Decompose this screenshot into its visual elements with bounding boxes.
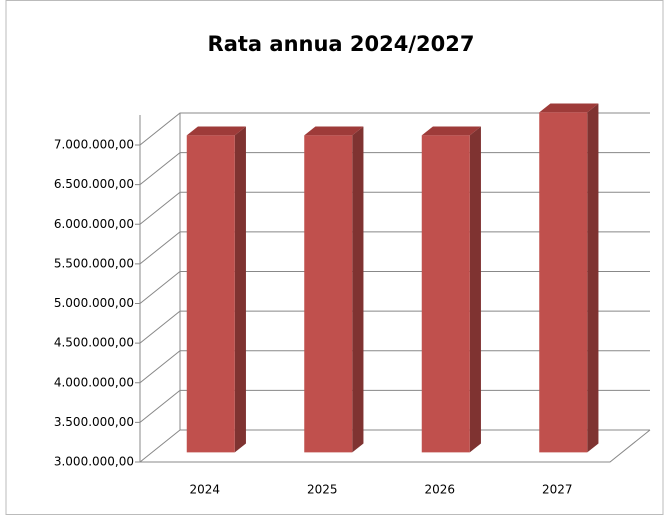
x-tick-label: 2026 [424, 483, 455, 497]
bar-side [234, 126, 246, 453]
y-tick-label: 6.500.000,00 [54, 177, 134, 191]
bar-top [539, 103, 599, 113]
bar-side [469, 126, 481, 453]
grid-line [135, 310, 650, 344]
grid-line [135, 429, 650, 463]
x-tick-label: 2027 [542, 483, 573, 497]
bar [186, 135, 235, 453]
y-tick-label: 5.500.000,00 [54, 256, 134, 270]
grid-line [135, 231, 650, 265]
bar [304, 135, 353, 453]
x-tick-label: 2025 [307, 483, 338, 497]
grid-line [135, 271, 650, 304]
grid-line [135, 389, 650, 423]
chart-title: Rata annua 2024/2027 [208, 32, 475, 56]
y-tick-label: 3.000.000,00 [54, 455, 134, 469]
axis-line [139, 115, 651, 463]
grid-line [135, 191, 650, 225]
y-tick-label: 3.500.000,00 [54, 415, 134, 429]
grid-line [135, 350, 650, 384]
bar-side [587, 103, 599, 453]
bar-top [304, 126, 364, 136]
bar-top [186, 126, 246, 136]
grid-line [135, 152, 650, 186]
y-tick-label: 6.000.000,00 [54, 217, 134, 231]
y-tick-label: 7.000.000,00 [54, 138, 134, 152]
x-tick-label: 2024 [189, 483, 220, 497]
bar-top [421, 126, 481, 136]
bar [539, 112, 588, 453]
grid-line [135, 112, 650, 146]
bar [421, 135, 470, 453]
y-tick-label: 5.000.000,00 [54, 296, 134, 310]
y-tick-label: 4.000.000,00 [54, 375, 134, 389]
bar-side [352, 126, 364, 453]
y-tick-label: 4.500.000,00 [54, 336, 134, 350]
